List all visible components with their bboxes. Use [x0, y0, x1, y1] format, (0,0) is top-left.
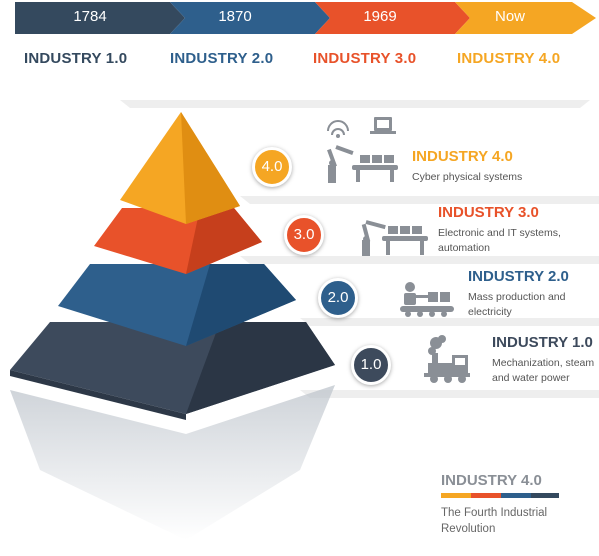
- timeline-segment-2: [170, 2, 330, 34]
- era-label-2: INDUSTRY 2.0: [170, 50, 274, 67]
- footer-color-bar: [441, 493, 559, 498]
- timeline-arrow: [15, 2, 596, 34]
- robot-arm-conveyor-wifi-icon: [327, 117, 398, 183]
- footer-subtitle: The Fourth Industrial Revolution: [441, 507, 548, 535]
- level-badge-2: 2.0: [318, 278, 358, 318]
- timeline-year-3: 1969: [363, 8, 397, 25]
- timeline-segment-3: [315, 2, 470, 34]
- level-desc-4: Cyber physical systems: [412, 171, 523, 183]
- level-title-3: INDUSTRY 3.0: [438, 204, 539, 221]
- timeline-segment-4: [455, 2, 596, 34]
- era-label-4: INDUSTRY 4.0: [457, 50, 561, 67]
- timeline-segment-1: [15, 2, 185, 34]
- level-title-2: INDUSTRY 2.0: [468, 268, 569, 285]
- timeline-year-1: 1784: [73, 8, 107, 25]
- level-badge-3: 3.0: [284, 215, 324, 255]
- level-badge-1: 1.0: [351, 345, 391, 385]
- timeline-year-2: 1870: [218, 8, 252, 25]
- level-desc-2: Mass production and electricity: [468, 291, 566, 318]
- level-title-4: INDUSTRY 4.0: [412, 148, 513, 165]
- robot-arm-conveyor-icon: [361, 220, 428, 256]
- era-label-1: INDUSTRY 1.0: [24, 50, 128, 67]
- steam-locomotive-icon: [424, 335, 470, 383]
- level-badge-4: 4.0: [252, 147, 292, 187]
- level-desc-1: Mechanization, steam and water power: [492, 357, 595, 384]
- footer-title: INDUSTRY 4.0: [441, 472, 542, 489]
- worker-conveyor-icon: [400, 282, 454, 317]
- timeline-year-4: Now: [494, 8, 525, 25]
- level-desc-3: Electronic and IT systems, automation: [438, 227, 561, 254]
- era-label-3: INDUSTRY 3.0: [313, 50, 417, 67]
- level-title-1: INDUSTRY 1.0: [492, 334, 593, 351]
